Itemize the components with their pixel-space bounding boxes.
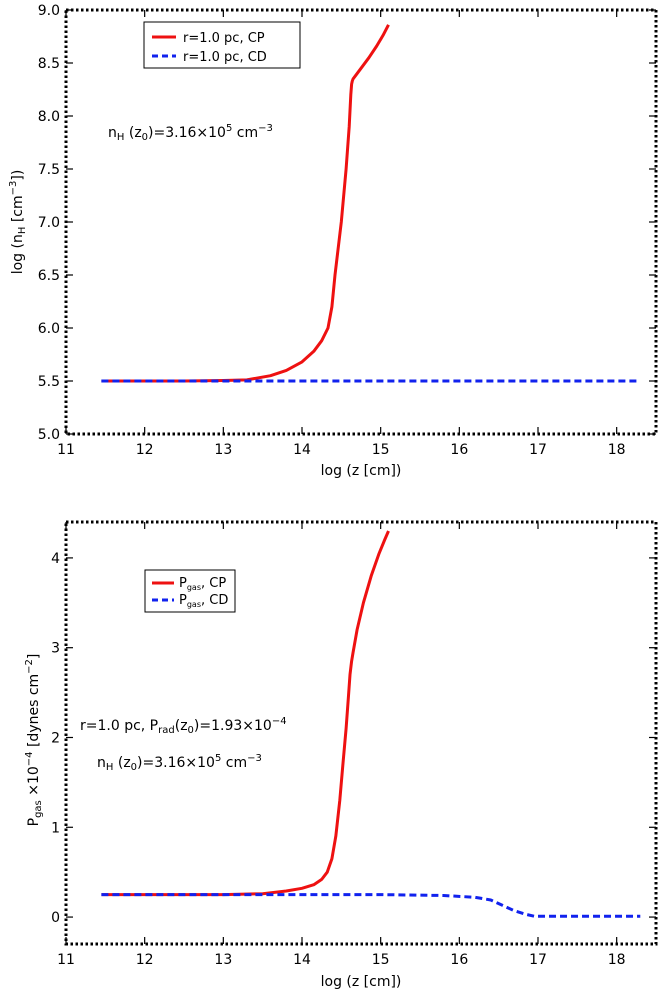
x-ticks: 11 12 13 14 15 16 17 18: [57, 522, 626, 968]
y-tick-label: 7.0: [38, 215, 60, 231]
series-line: [101, 24, 390, 383]
y-tick-label: 0: [51, 910, 60, 926]
series-lines: [101, 530, 641, 918]
x-tick-label: 17: [529, 442, 547, 458]
y-tick-label: 1: [51, 820, 60, 836]
pressure-annotation-1: r=1.0 pc, Prad(z0)=1.93×10−4: [80, 716, 287, 736]
density-panel: 11 12 13 14 15 16 17 18 5.0 5.5 6.0 6.5 7.0 7.5 8.0 8.…: [8, 3, 658, 479]
y-tick-label: 6.5: [38, 268, 60, 284]
x-tick-label: 13: [214, 952, 232, 968]
y-ticks: 5.0 5.5 6.0 6.5 7.0 7.5 8.0 8.5 9.0: [38, 3, 656, 443]
x-tick-label: 14: [293, 952, 311, 968]
x-tick-label: 15: [372, 952, 390, 968]
plot-frame: [64, 520, 658, 946]
legend-label-cd: r=1.0 pc, CD: [183, 50, 267, 65]
x-tick-label: 18: [608, 442, 626, 458]
y-axis-title: Pgas ×10−4 [dynes cm−2]: [24, 654, 44, 827]
y-tick-label: 3: [51, 641, 60, 657]
x-ticks: 11 12 13 14 15 16 17 18: [57, 10, 626, 458]
series-line: [101, 893, 641, 918]
legend-label-cp: r=1.0 pc, CP: [183, 31, 265, 46]
legend-label-cd: Pgas, CD: [179, 593, 228, 609]
y-tick-label: 6.0: [38, 321, 60, 337]
x-tick-label: 15: [372, 442, 390, 458]
y-tick-label: 8.5: [38, 56, 60, 72]
x-axis-title: log (z [cm]): [321, 974, 402, 990]
legend: r=1.0 pc, CP r=1.0 pc, CD: [143, 21, 301, 69]
y-axis-title: log (nH [cm−3]): [8, 170, 28, 275]
y-tick-label: 5.5: [38, 374, 60, 390]
y-tick-label: 2: [51, 730, 60, 746]
x-axis-title: log (z [cm]): [321, 463, 402, 479]
x-tick-label: 11: [57, 442, 75, 458]
x-tick-label: 13: [214, 442, 232, 458]
x-tick-label: 17: [529, 952, 547, 968]
series-line: [101, 530, 390, 897]
series-lines: [101, 24, 641, 383]
x-tick-label: 14: [293, 442, 311, 458]
y-tick-label: 7.5: [38, 162, 60, 178]
x-tick-label: 16: [450, 952, 468, 968]
y-tick-label: 4: [51, 551, 60, 567]
x-tick-label: 12: [136, 952, 154, 968]
x-tick-label: 16: [450, 442, 468, 458]
pressure-annotation-2: nH (z0)=3.16×105 cm−3: [97, 753, 262, 773]
x-tick-label: 12: [136, 442, 154, 458]
y-tick-label: 5.0: [38, 427, 60, 443]
legend-label-cp: Pgas, CP: [179, 576, 226, 592]
legend-box: [144, 569, 236, 613]
x-tick-label: 11: [57, 952, 75, 968]
x-tick-label: 18: [608, 952, 626, 968]
legend: Pgas, CP Pgas, CD: [144, 569, 236, 613]
y-tick-label: 8.0: [38, 109, 60, 125]
y-tick-label: 9.0: [38, 3, 60, 19]
y-ticks: 0 1 2 3 4: [51, 551, 656, 926]
plot-frame: [64, 8, 658, 436]
legend-box: [143, 21, 301, 69]
density-annotation: nH (z0)=3.16×105 cm−3: [108, 123, 273, 143]
